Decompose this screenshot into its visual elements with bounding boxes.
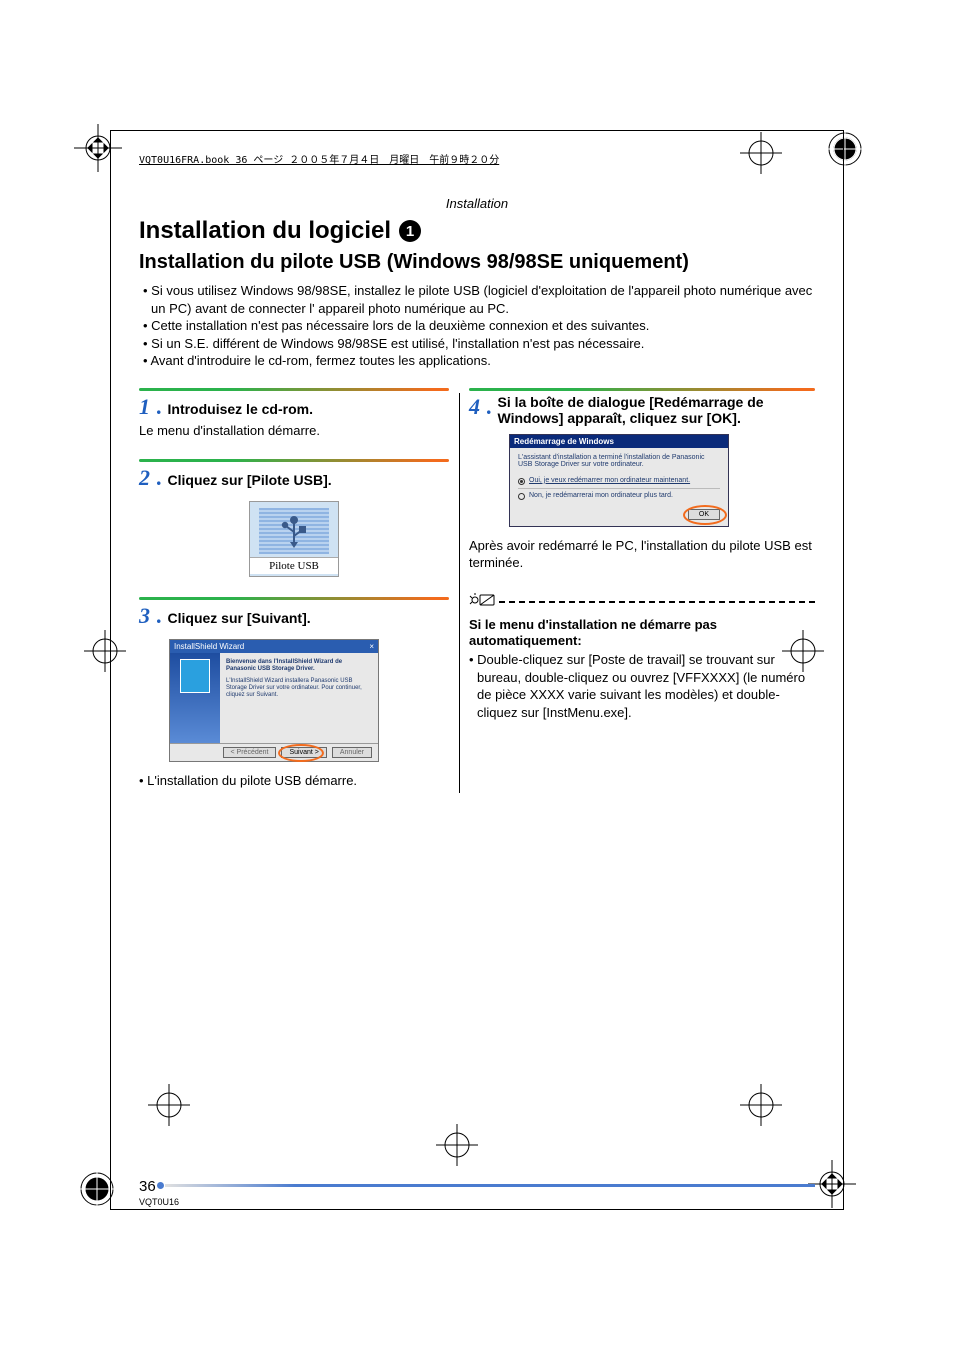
step-accent-bar	[469, 388, 815, 391]
dialog-intro-text: L'assistant d'installation a terminé l'i…	[518, 454, 720, 468]
page-number: 36	[139, 1178, 156, 1195]
radio-option-yes[interactable]: Oui, je veux redémarrer mon ordinateur m…	[518, 474, 720, 489]
installshield-dialog-figure: InstallShield Wizard × Bienvenue dans l'…	[169, 639, 379, 762]
step-dot: .	[156, 465, 162, 491]
subtitle: Installation du pilote USB (Windows 98/9…	[139, 251, 815, 274]
section-label: Installation	[139, 196, 815, 211]
footer-accent-bar	[165, 1184, 815, 1187]
restart-dialog-figure: Redémarrage de Windows L'assistant d'ins…	[509, 434, 729, 527]
step-body: Le menu d'installation démarre.	[139, 422, 449, 440]
usb-icon	[259, 508, 329, 554]
main-title-text: Installation du logiciel	[139, 217, 391, 245]
intro-bullet: Si vous utilisez Windows 98/98SE, instal…	[143, 282, 815, 317]
step-number: 1	[139, 394, 150, 420]
radio-icon	[518, 493, 525, 500]
step-number: 4	[469, 394, 480, 420]
radio-label: Non, je redémarrerai mon ordinateur plus…	[529, 492, 673, 499]
usb-driver-figure: Pilote USB	[249, 501, 339, 577]
left-column: 1. Introduisez le cd-rom. Le menu d'inst…	[139, 388, 449, 810]
cancel-button[interactable]: Annuler	[332, 747, 372, 758]
main-title: Installation du logiciel 1	[139, 217, 815, 245]
tip-body: Double-cliquez sur [Poste de travail] se…	[469, 651, 815, 721]
next-button[interactable]: Suivant >	[281, 747, 326, 758]
dialog-main-text: Bienvenue dans l'InstallShield Wizard de…	[220, 653, 378, 743]
tip-title: Si le menu d'installation ne démarre pas…	[469, 617, 815, 650]
step-4: 4. Si la boîte de dialogue [Redémarrage …	[469, 388, 815, 572]
dialog-title: InstallShield Wizard	[174, 642, 244, 651]
step-title: Introduisez le cd-rom.	[168, 401, 313, 417]
tip-dashes	[499, 601, 815, 603]
footer-accent-dot	[157, 1182, 164, 1189]
intro-bullet: Avant d'introduire le cd-rom, fermez tou…	[143, 352, 815, 370]
ok-button[interactable]: OK	[688, 509, 720, 520]
close-icon: ×	[369, 642, 374, 651]
step-after-text: Après avoir redémarré le PC, l'installat…	[469, 537, 815, 572]
step-2: 2. Cliquez sur [Pilote USB]. Pilote USB	[139, 459, 449, 577]
step-accent-bar	[139, 459, 449, 462]
radio-label: Oui, je veux redémarrer mon ordinateur m…	[529, 477, 690, 484]
dialog-subtext: L'InstallShield Wizard installera Panaso…	[226, 678, 372, 700]
step-1: 1. Introduisez le cd-rom. Le menu d'inst…	[139, 388, 449, 440]
step-title: Cliquez sur [Suivant].	[168, 610, 311, 626]
column-divider	[459, 393, 460, 793]
lightbulb-note-icon	[469, 592, 493, 613]
step-accent-bar	[139, 597, 449, 600]
dialog-heading: Bienvenue dans l'InstallShield Wizard de…	[226, 659, 372, 673]
next-button-label: Suivant >	[289, 749, 318, 756]
step-title: Si la boîte de dialogue [Redémarrage de …	[498, 394, 816, 426]
dialog-side-graphic	[170, 653, 220, 743]
radio-icon	[518, 478, 525, 485]
step-dot: .	[486, 394, 492, 420]
step-title: Cliquez sur [Pilote USB].	[168, 472, 332, 488]
step-accent-bar	[139, 388, 449, 391]
step-dot: .	[156, 603, 162, 629]
step-3: 3. Cliquez sur [Suivant]. InstallShield …	[139, 597, 449, 790]
dialog-titlebar: Redémarrage de Windows	[510, 435, 728, 448]
step-number: 3	[139, 603, 150, 629]
back-button[interactable]: < Précédent	[223, 747, 277, 758]
intro-bullet: Cette installation n'est pas nécessaire …	[143, 317, 815, 335]
step-after-bullet: L'installation du pilote USB démarre.	[139, 772, 449, 790]
ok-button-label: OK	[699, 511, 709, 518]
intro-bullet: Si un S.E. différent de Windows 98/98SE …	[143, 335, 815, 353]
radio-option-no[interactable]: Non, je redémarrerai mon ordinateur plus…	[518, 489, 720, 503]
doc-code: VQT0U16	[139, 1197, 179, 1207]
tip-divider-row	[469, 592, 815, 613]
intro-bullets: Si vous utilisez Windows 98/98SE, instal…	[139, 282, 815, 370]
book-source-line: VQT0U16FRA.book 36 ページ ２００５年７月４日 月曜日 午前９…	[139, 151, 815, 166]
step-number: 2	[139, 465, 150, 491]
page-frame: VQT0U16FRA.book 36 ページ ２００５年７月４日 月曜日 午前９…	[110, 130, 844, 1210]
dialog-titlebar: InstallShield Wizard ×	[170, 640, 378, 653]
step-dot: .	[156, 394, 162, 420]
right-column: 4. Si la boîte de dialogue [Redémarrage …	[469, 388, 815, 810]
usb-figure-label: Pilote USB	[250, 557, 338, 574]
title-badge-number: 1	[399, 220, 421, 242]
